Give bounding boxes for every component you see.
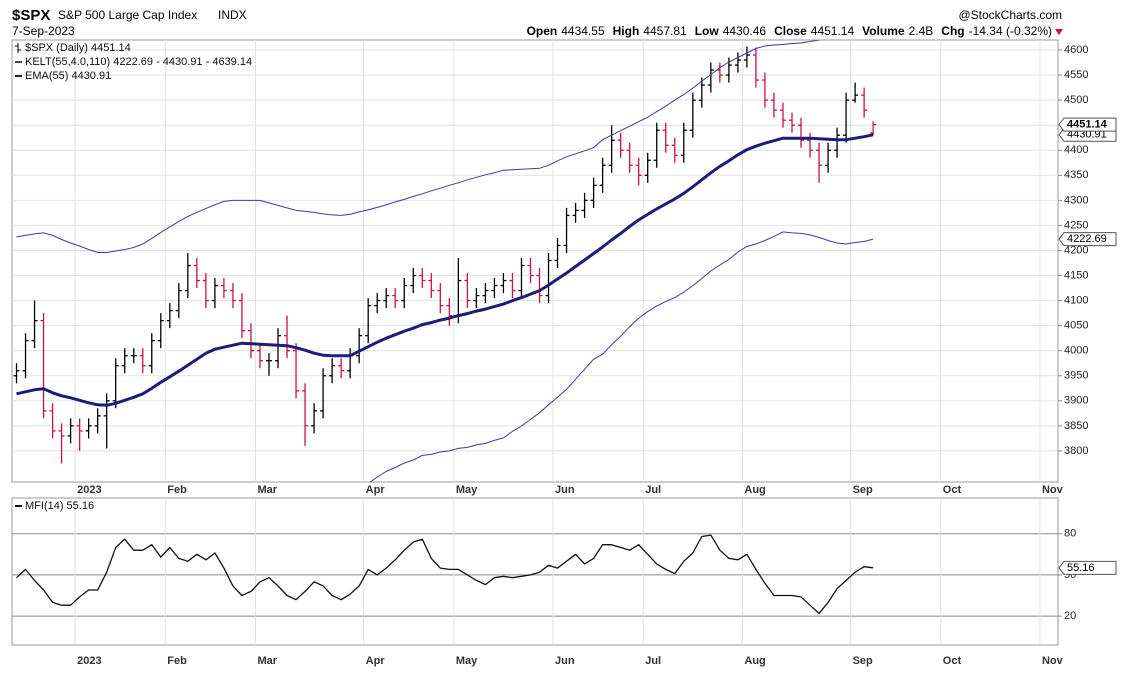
x-tick-label: Feb <box>167 484 187 496</box>
y-tick-label: 4100 <box>1064 294 1088 306</box>
stat-value: 4457.81 <box>643 24 687 38</box>
legend-label: $SPX (Daily) 4451.14 <box>25 42 131 54</box>
mfi-axis: 2050802023FebMarAprMayJunJulAugSepOctNov… <box>15 500 1117 667</box>
stat-value: 4434.55 <box>561 24 605 38</box>
x-tick-label: Aug <box>744 484 765 496</box>
x-tick-label: 2023 <box>77 655 101 667</box>
y-tick-label: 3800 <box>1064 445 1088 457</box>
x-tick-label: Jun <box>555 484 575 496</box>
stat-value: 4451.14 <box>811 24 855 38</box>
stat-value: 4430.46 <box>723 24 767 38</box>
stat-label: Open <box>527 24 558 38</box>
x-tick-label: Feb <box>167 655 187 667</box>
x-tick-label: Sep <box>853 655 873 667</box>
stat-label: High <box>613 24 640 38</box>
value-tag-label: 4430.91 <box>1067 129 1107 141</box>
y-tick-label: 4000 <box>1064 345 1088 357</box>
value-tag <box>1058 117 1117 132</box>
value-tag-label: 4222.69 <box>1067 233 1107 245</box>
y-tick-label: 4250 <box>1064 219 1088 231</box>
y-tick-label: 4200 <box>1064 244 1088 256</box>
band-lower <box>369 231 874 482</box>
x-tick-label: Jul <box>645 484 661 496</box>
legend-icon <box>15 43 21 53</box>
x-tick-label: Mar <box>257 655 277 667</box>
legend-label: EMA(55) 4430.91 <box>25 70 111 82</box>
value-tag-label: 4451.14 <box>1067 119 1108 131</box>
symbol: $SPX <box>12 7 50 24</box>
legend-label: MFI(14) 55.16 <box>25 500 94 512</box>
band-upper <box>16 40 822 253</box>
x-tick-label: May <box>456 655 478 667</box>
y-tick-label: 3950 <box>1064 370 1088 382</box>
price-plot <box>13 40 877 482</box>
price-panel <box>11 39 1059 483</box>
price-grid <box>12 40 1058 482</box>
y-tick-label: 4400 <box>1064 144 1088 156</box>
down-arrow <box>1055 29 1063 35</box>
y-tick-label: 80 <box>1064 528 1076 540</box>
x-tick-label: Sep <box>853 484 873 496</box>
index-name: S&P 500 Large Cap Index <box>58 8 197 22</box>
x-tick-label: Jul <box>645 655 661 667</box>
y-tick-label: 4500 <box>1064 94 1088 106</box>
value-tag <box>1058 232 1117 247</box>
date: 7-Sep-2023 <box>12 24 75 38</box>
x-tick-label: Nov <box>1042 655 1064 667</box>
x-tick-label: Jun <box>555 655 575 667</box>
y-tick-label: 4350 <box>1064 169 1088 181</box>
y-tick-label: 3850 <box>1064 420 1088 432</box>
mfi-grid <box>12 498 1058 645</box>
mfi-plot <box>16 534 874 615</box>
y-tick-label: 4600 <box>1064 44 1088 56</box>
line <box>16 133 874 407</box>
legend-label: KELT(55,4.0,110) 4222.69 - 4430.91 - 463… <box>25 56 252 68</box>
mfi-panel <box>11 497 1059 646</box>
stat-label: Chg <box>941 24 964 38</box>
x-tick-label: May <box>456 484 478 496</box>
y-tick-label: 4050 <box>1064 320 1088 332</box>
y-tick-label: 3900 <box>1064 395 1088 407</box>
exchange: INDX <box>218 8 247 22</box>
y-tick-label: 4550 <box>1064 69 1088 81</box>
stat-label: Close <box>774 24 807 38</box>
stat-label: Low <box>695 24 720 38</box>
y-tick-label: 4150 <box>1064 269 1088 281</box>
x-tick-label: Mar <box>257 484 277 496</box>
x-tick-label: Oct <box>943 655 962 667</box>
stat-value: -14.34 (-0.32%) <box>969 24 1052 38</box>
value-tag <box>1058 560 1117 575</box>
x-tick-label: Nov <box>1042 484 1064 496</box>
x-tick-label: 2023 <box>77 484 101 496</box>
x-tick-label: Oct <box>943 484 962 496</box>
stat-value: 2.4B <box>909 24 934 38</box>
y-tick-label: 4300 <box>1064 194 1088 206</box>
credit: @StockCharts.com <box>958 8 1062 22</box>
x-tick-label: Apr <box>366 655 386 667</box>
x-tick-label: Apr <box>366 484 386 496</box>
stats: Open 4434.55 High 4457.81 Low 4430.46 Close 445… <box>527 24 1052 38</box>
y-tick-label: 20 <box>1064 610 1076 622</box>
price-axis: 3800 3850 3900 3950 4000 4050 4100 4150 4200 4250… <box>15 42 1117 496</box>
x-tick-label: Aug <box>744 655 765 667</box>
stat-label: Volume <box>862 24 905 38</box>
line <box>16 534 874 615</box>
value-tag-label: 55.16 <box>1067 562 1095 574</box>
